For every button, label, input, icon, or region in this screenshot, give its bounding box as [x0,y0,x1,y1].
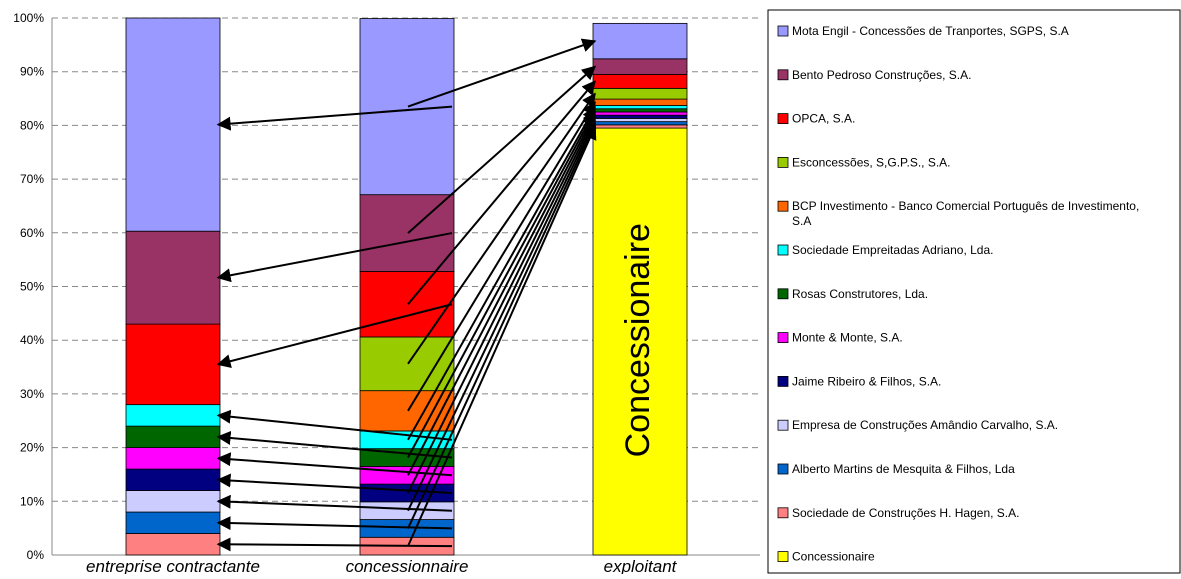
legend-entry: Sociedade de Construções H. Hagen, S.A. [792,506,1019,520]
legend-entry: Sociedade Empreitadas Adriano, Lda. [792,243,993,257]
legend-box [767,9,1181,574]
bar-segment [592,22,688,60]
legend-swatch [777,463,789,475]
flow-arrow [216,105,453,131]
legend-entry: Monte & Monte, S.A. [792,331,903,345]
legend-entry: OPCA, S.A. [792,112,855,126]
y-tick-label: 100% [13,11,44,25]
flow-arrow [407,80,596,305]
flow-arrow [407,121,597,529]
bar-segment [125,468,221,491]
legend-swatch [777,244,789,256]
legend-entry: Concessionaire [792,550,875,564]
flow-arrow [407,115,596,494]
flow-arrow [407,118,596,512]
legend-swatch [777,113,789,124]
flow-arrow [216,516,453,531]
bar-segment [592,73,688,89]
legend-entry: Alberto Martins de Mesquita & Filhos, Ld… [792,462,1015,476]
legend-entry: Jaime Ribeiro & Filhos, S.A. [792,374,941,388]
bars [125,17,688,556]
flow-arrow [216,473,453,494]
bar-inner-label: Concessionaire [619,223,657,457]
legend-swatch [777,507,789,519]
bar-segment [592,114,688,119]
bar-segment [125,323,221,406]
legend-entry: Esconcessões, S,G.P.S., S.A. [792,155,951,169]
flow-arrow [216,232,453,283]
bar-segment [359,271,455,338]
legend-entry: Bento Pedroso Construções, S.A. [792,68,971,82]
flow-arrow [216,537,453,552]
legend-entry: Rosas Construtores, Lda. [792,287,928,301]
y-tick-label: 90% [20,65,44,79]
bar-segment [125,404,221,427]
legend-swatch [777,332,789,344]
flow-arrow [407,109,596,459]
bar-segment [359,18,455,196]
category-label: concessionnaire [346,557,469,574]
bar-segment [125,17,221,232]
bar-segment [592,124,688,129]
legend: Mota Engil - Concessões de Tranportes, S… [777,24,1139,564]
bar-segment [125,490,221,513]
y-tick-label: 70% [20,172,44,186]
bar-segment [359,194,455,272]
legend-entry: Empresa de Construções Amândio Carvalho,… [792,418,1058,432]
legend-entry: Mota Engil - Concessões de Tranportes, S… [792,24,1069,38]
y-tick-label: 50% [20,280,44,294]
bar-segment [592,58,688,75]
y-tick-label: 20% [20,441,44,455]
bar-segment [125,230,221,325]
category-labels: entreprise contractante concessionnaire ex… [86,557,678,576]
bar-segment [125,533,221,556]
bar-segment [592,108,688,113]
legend-swatch [777,69,789,81]
y-tick-label: 0% [27,548,45,562]
flow-arrows [216,38,597,552]
flow-arrow [216,452,453,477]
bar-segment [592,111,688,116]
flow-arrow [407,125,597,547]
flow-arrow [216,494,453,512]
bar-segment [125,447,221,470]
flow-arrow [407,65,597,234]
legend-swatch [777,288,789,300]
bar-segment [592,87,688,100]
legend-swatch [777,419,789,431]
y-tick-label: 30% [20,387,44,401]
bar-segment [592,121,688,126]
y-tick-label: 40% [20,333,44,347]
flow-arrow [216,303,453,369]
bar-segment [125,425,221,448]
category-label: entreprise contractante [86,557,260,574]
bar-segment [592,127,688,556]
bar-inner-label-group: Concessionaire [619,223,657,457]
y-tick-label: 80% [20,118,44,132]
legend-swatch [777,375,789,387]
legend-swatch [777,551,789,562]
flow-arrow [407,105,596,441]
flow-arrow [216,409,453,441]
legend-swatch [777,25,789,37]
bar-segment [125,511,221,534]
bar-segment [592,118,688,123]
y-tick-labels: 0% 10% 20% 30% 40% 50% 60% 70% 80% 90% 100% [13,11,44,562]
legend-swatch [777,200,789,212]
bar-segment [592,98,688,106]
legend-entry: BCP Investimento - Banco Comercial Portu… [792,199,1139,228]
y-tick-label: 10% [20,494,44,508]
category-label: exploitant [604,557,678,574]
legend-swatch [777,156,789,168]
bar-segment [592,105,688,110]
flow-arrow [407,112,596,476]
flow-arrow [407,92,596,365]
flow-arrow [407,101,596,412]
y-tick-label: 60% [20,226,44,240]
flow-arrow [216,430,453,459]
flow-arrow [407,38,597,108]
